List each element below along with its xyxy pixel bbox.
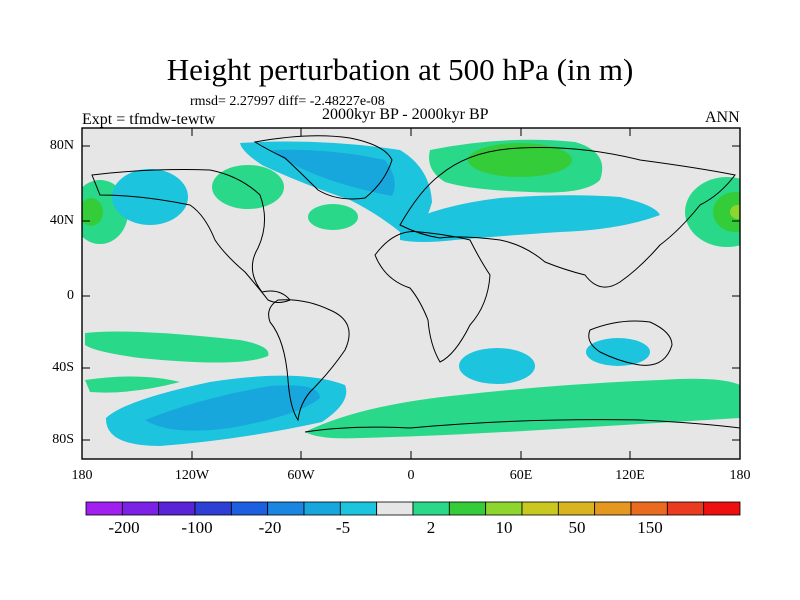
positive-region (730, 205, 740, 219)
experiment-label: Expt = tfmdw-tewtw (82, 111, 216, 128)
map-title: Height perturbation at 500 hPa (in m) (166, 52, 634, 87)
colorbar-box (594, 501, 632, 516)
longitude-label: 180 (729, 468, 751, 483)
positive-region (85, 331, 269, 363)
negative-region (586, 338, 650, 366)
negative-anomaly-regions (105, 141, 660, 446)
latitude-label: 80N (49, 138, 74, 153)
negative-region (400, 195, 660, 242)
colorbar (85, 501, 741, 516)
colorbar-box (485, 501, 523, 516)
negative-region (145, 385, 320, 431)
negative-region (459, 348, 535, 384)
negative-region (272, 149, 395, 196)
season-label: ANN (705, 109, 740, 126)
antarctica-coast (304, 419, 740, 433)
colorbar-box (85, 501, 123, 516)
australia-coast (588, 320, 673, 366)
colorbar-box (412, 501, 450, 516)
positive-region (468, 143, 572, 177)
colorbar-box (557, 501, 596, 516)
map-plot (82, 128, 740, 459)
colorbar-box (448, 501, 487, 516)
latitude-label: 0 (67, 288, 74, 303)
colorbar-box (267, 501, 305, 516)
colorbar-label: -20 (258, 518, 282, 537)
greenland-coast (253, 135, 393, 200)
colorbar-box (630, 501, 668, 516)
colorbar-label: 10 (495, 518, 513, 537)
longitude-label: 60E (509, 468, 533, 483)
latitude-ticks (82, 145, 740, 441)
colorbar-box (194, 501, 232, 516)
eurasia-coast (399, 147, 736, 288)
colorbar-label: 50 (568, 518, 586, 537)
stats-line: rmsd= 2.27997 diff= -2.48227e-08 (190, 94, 385, 109)
africa-coast (374, 230, 491, 363)
colorbar-box (158, 501, 196, 516)
colorbar-label: 2 (426, 518, 436, 537)
colorbar-label: 150 (637, 518, 663, 537)
latitude-label: 40S (52, 360, 74, 375)
positive-region (308, 204, 358, 230)
positive-region (85, 376, 180, 393)
positive-region (82, 198, 103, 226)
colorbar-box (666, 501, 705, 516)
positive-region (212, 165, 284, 209)
colorbar-box (703, 501, 741, 516)
longitude-label: 120W (174, 468, 210, 483)
longitude-ticks (191, 128, 631, 459)
longitude-label: 180 (71, 468, 93, 483)
coastlines (91, 135, 740, 433)
period-label: 2000kyr BP - 2000kyr BP (322, 106, 489, 123)
south-america-coast (268, 299, 350, 422)
colorbar-label: -5 (335, 518, 351, 537)
positive-region (305, 378, 740, 439)
colorbar-box (339, 501, 378, 516)
colorbar-label: -100 (181, 518, 213, 537)
latitude-label: 40N (49, 213, 74, 228)
latitude-label: 80S (52, 432, 74, 447)
colorbar-label: -200 (108, 518, 140, 537)
longitude-label: 60W (287, 468, 315, 483)
longitude-label: 0 (407, 468, 415, 483)
negative-region (112, 169, 188, 225)
colorbar-box (303, 501, 341, 516)
positive-region (713, 192, 740, 232)
colorbar-box (376, 501, 414, 516)
colorbar-box (121, 501, 160, 516)
colorbar-box (521, 501, 559, 516)
longitude-label: 120E (615, 468, 645, 483)
colorbar-box (230, 501, 269, 516)
